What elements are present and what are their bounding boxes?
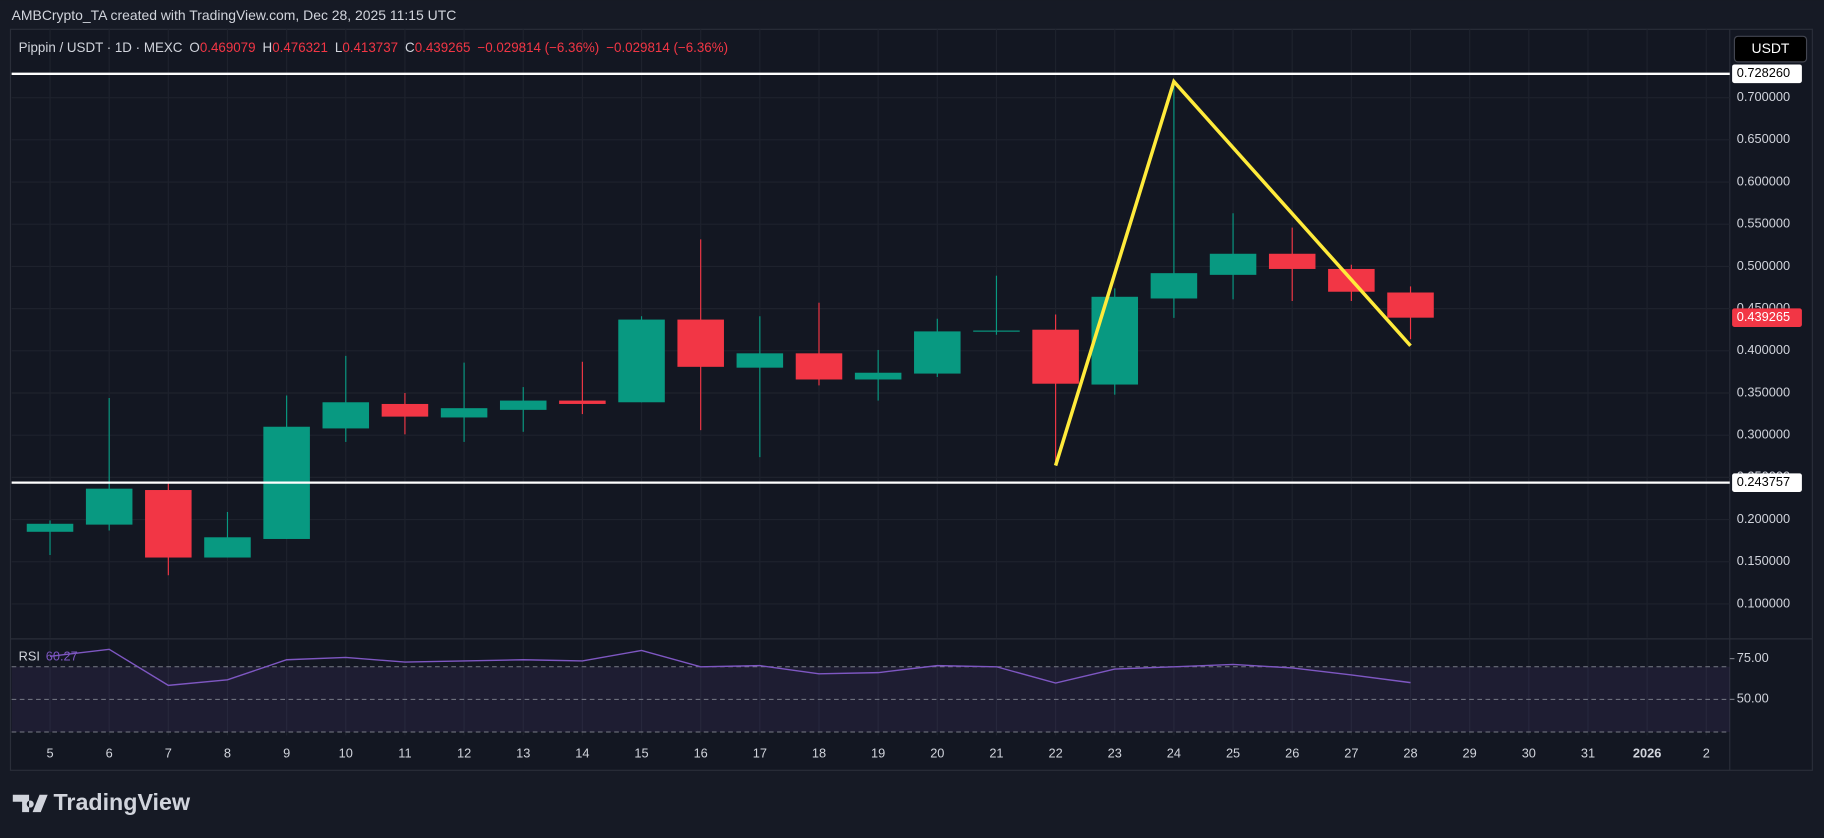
price-label-box bbox=[1732, 473, 1802, 492]
y-tick-label: 0.100000 bbox=[1737, 595, 1790, 610]
candle-body bbox=[618, 319, 665, 403]
legend-change: −0.029814 (−6.36%) bbox=[477, 39, 599, 54]
trend-drawing bbox=[1053, 78, 1412, 467]
candle-body bbox=[973, 330, 1020, 332]
legend-symbol: Pippin / USDT · 1D · MEXC bbox=[19, 39, 183, 54]
rsi-name: RSI bbox=[19, 649, 40, 664]
currency-button[interactable]: USDT bbox=[1733, 35, 1808, 63]
rsi-tick-label: 75.00 bbox=[1737, 650, 1769, 665]
x-tick-label: 25 bbox=[1226, 745, 1240, 760]
logo: TradingView bbox=[12, 789, 191, 815]
logo-icon bbox=[12, 794, 48, 813]
candle-body bbox=[499, 400, 547, 410]
x-tick-label: 24 bbox=[1167, 745, 1181, 760]
x-tick-label: 9 bbox=[283, 745, 290, 760]
candle-body bbox=[26, 523, 74, 532]
y-tick-label: 0.400000 bbox=[1737, 342, 1790, 357]
y-tick-label: 0.550000 bbox=[1737, 216, 1790, 231]
x-tick-label: 30 bbox=[1522, 745, 1536, 760]
x-tick-label: 2 bbox=[1703, 745, 1710, 760]
candle-body bbox=[440, 408, 488, 418]
price-label-box bbox=[1732, 64, 1802, 84]
x-tick-label: 31 bbox=[1581, 745, 1595, 760]
candle-body bbox=[85, 488, 133, 525]
x-tick-label: 20 bbox=[930, 745, 944, 760]
candle-body bbox=[204, 537, 251, 558]
legend-change: −0.029814 (−6.36%) bbox=[606, 39, 728, 54]
candle-body bbox=[1387, 292, 1434, 318]
x-tick-label: 13 bbox=[516, 745, 530, 760]
x-tick-label: 14 bbox=[575, 745, 589, 760]
rsi-value: 60.27 bbox=[46, 649, 78, 664]
candle-body bbox=[1032, 329, 1079, 384]
y-tick-label: 0.700000 bbox=[1737, 89, 1790, 104]
x-tick-label: 19 bbox=[871, 745, 885, 760]
legend-field-label: H bbox=[263, 39, 273, 54]
y-tick-label: 0.150000 bbox=[1737, 553, 1790, 568]
logo-text: TradingView bbox=[54, 789, 191, 815]
x-tick-label: 15 bbox=[634, 745, 648, 760]
x-tick-label: 5 bbox=[46, 745, 53, 760]
x-tick-label: 10 bbox=[339, 745, 353, 760]
x-tick-label: 27 bbox=[1344, 745, 1358, 760]
x-tick-label: 28 bbox=[1403, 745, 1417, 760]
legend-field-value: 0.469079 bbox=[200, 39, 256, 54]
y-tick-label: 0.350000 bbox=[1737, 384, 1790, 399]
x-tick-label: 11 bbox=[398, 745, 411, 760]
legend-field-value: 0.413737 bbox=[342, 39, 398, 54]
x-tick-label: 29 bbox=[1463, 745, 1477, 760]
x-tick-label: 26 bbox=[1285, 745, 1299, 760]
candle-body bbox=[1150, 273, 1198, 299]
candle-body bbox=[1209, 253, 1257, 275]
x-tick-label: 2026 bbox=[1633, 745, 1661, 760]
currency-button-label[interactable]: USDT bbox=[1752, 40, 1790, 56]
last-price-label: 0.439265 bbox=[1737, 309, 1790, 324]
x-tick-label: 23 bbox=[1108, 745, 1122, 760]
rsi-legend: RSI 60.27 bbox=[19, 649, 78, 664]
y-tick-label: 0.600000 bbox=[1737, 173, 1790, 188]
legend-field-label: C bbox=[405, 39, 415, 54]
x-tick-label: 12 bbox=[457, 745, 471, 760]
candle-body bbox=[322, 402, 370, 429]
candle-body bbox=[145, 490, 192, 558]
candle-body bbox=[381, 403, 429, 417]
price-label: 0.728260 bbox=[1737, 65, 1790, 80]
candle-body bbox=[914, 331, 961, 374]
candle-body bbox=[795, 353, 843, 380]
candle-body bbox=[736, 353, 784, 368]
currency-button-box[interactable] bbox=[1733, 35, 1808, 63]
candle-body bbox=[559, 400, 606, 404]
candle-body bbox=[854, 372, 902, 380]
x-tick-label: 17 bbox=[753, 745, 767, 760]
y-tick-label: 0.500000 bbox=[1737, 258, 1790, 273]
legend-field-value: 0.476321 bbox=[272, 39, 328, 54]
y-tick-label: 0.650000 bbox=[1737, 131, 1790, 146]
candle-body bbox=[1268, 253, 1316, 269]
rsi-tick-label: 50.00 bbox=[1737, 691, 1769, 706]
candle-body bbox=[1091, 296, 1139, 385]
price-label: 0.243757 bbox=[1737, 474, 1790, 489]
y-tick-label: 0.200000 bbox=[1737, 511, 1790, 526]
x-tick-label: 21 bbox=[989, 745, 1003, 760]
rsi-line bbox=[49, 648, 1411, 687]
y-tick-label: 0.300000 bbox=[1737, 427, 1790, 442]
x-tick-label: 22 bbox=[1048, 745, 1062, 760]
x-tick-label: 6 bbox=[106, 745, 113, 760]
x-tick-label: 7 bbox=[165, 745, 172, 760]
last-price-box bbox=[1732, 308, 1802, 327]
x-tick-label: 18 bbox=[812, 745, 826, 760]
legend: Pippin / USDT · 1D · MEXC O0.469079 H0.476… bbox=[19, 39, 728, 54]
x-tick-label: 8 bbox=[224, 745, 231, 760]
credit: AMBCrypto_TA created with TradingView.co… bbox=[12, 7, 457, 23]
legend-field-label: O bbox=[189, 39, 199, 54]
chart-frame bbox=[9, 28, 1813, 771]
x-tick-label: 16 bbox=[694, 745, 708, 760]
legend-field-value: 0.439265 bbox=[415, 39, 471, 54]
candle-body bbox=[677, 319, 724, 367]
legend-field-label: L bbox=[335, 39, 342, 54]
